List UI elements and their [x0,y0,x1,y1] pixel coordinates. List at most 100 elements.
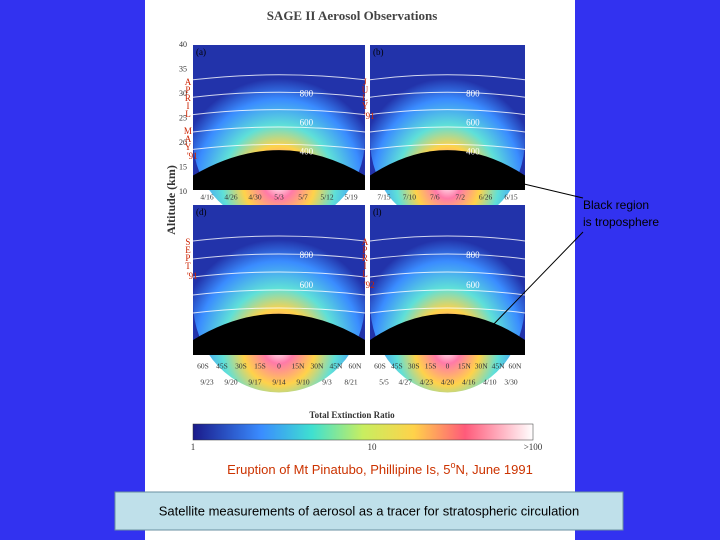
date-label: 9/23 [200,378,214,387]
handwritten-note: '91 [364,111,375,121]
colorbar-title: Total Extinction Ratio [309,410,395,420]
contour-line [192,271,366,278]
date-label: 4/10 [483,378,497,387]
latitude-label: 60N [509,362,523,371]
pointer-line [523,183,584,199]
footer: Satellite measurements of aerosol as a t… [159,503,580,518]
handwritten-note: MAY [183,126,193,150]
colorbar-tick: >100 [524,442,543,452]
latitude-label: 60S [197,362,209,371]
troposphere [193,150,365,190]
latitude-label: 15S [425,362,437,371]
contour-line [192,235,366,242]
contour-line [192,307,366,314]
date-label: 5/5 [379,378,389,387]
date-label: 9/14 [272,378,286,387]
date-label: 8/21 [344,378,358,387]
contour-line [369,143,526,150]
date-label: 3/30 [504,378,518,387]
y-tick-label: 35 [179,64,187,73]
date-label: 5/7 [298,193,308,202]
contour-line [369,253,526,260]
date-label: 4/20 [441,378,455,387]
handwritten-note: '92 [364,280,375,290]
date-label: 9/3 [322,378,332,387]
colorbar-tick: 10 [368,442,378,452]
date-label: 4/16 [200,193,214,202]
date-label: 7/10 [403,193,417,202]
contour-line [369,91,526,98]
contour-label: 600 [300,280,314,290]
contour-line [192,126,366,133]
caption-text: N, June 1991 [455,462,532,477]
date-label: 6/26 [479,193,493,202]
panel-label: (d) [196,207,207,217]
y-tick-label: 15 [179,162,187,171]
y-tick-label: 20 [179,138,187,147]
latitude-label: 30S [235,362,247,371]
contour-line [192,143,366,150]
handwritten-note: JULY [360,77,370,109]
latitude-label: 60S [374,362,386,371]
date-label: 9/10 [296,378,310,387]
annotation: is troposphere [583,215,659,229]
date-label: 7/15 [377,193,391,202]
contour-line [192,289,366,296]
annotation: Black region [583,198,649,212]
latitude-label: 15N [292,362,306,371]
latitude-label: 30S [408,362,420,371]
date-label: 6/15 [504,193,518,202]
date-label: 7/2 [455,193,465,202]
contour-line [192,253,366,260]
date-label: 5/12 [320,193,334,202]
caption-text: Eruption of Mt Pinatubo, Phillipine Is, … [227,462,450,477]
panel-label: (a) [196,47,206,57]
panels: 40353025201510(a)800600400APRILMAY'914/1… [179,40,526,393]
latitude-label: 15N [458,362,472,371]
caption-degree: o [450,460,455,470]
date-label: 4/26 [224,193,238,202]
caption: Eruption of Mt Pinatubo, Phillipine Is, … [227,460,533,477]
y-tick-label: 40 [179,40,187,49]
colorbar [192,423,534,441]
contour-line [369,289,526,296]
latitude-label: 60N [349,362,363,371]
latitude-label: 30N [475,362,489,371]
latitude-label: 45N [492,362,506,371]
footer-box [114,491,624,531]
troposphere [370,313,525,355]
latitude-label: 30N [311,362,325,371]
date-label: 4/16 [462,378,476,387]
contour-label: 400 [300,146,314,156]
figure-title: SAGE II Aerosol Observations [267,8,438,23]
contour-label: 600 [300,117,314,127]
contour-label: 800 [300,250,314,260]
y-tick-label: 25 [179,113,187,122]
latitude-label: 45S [391,362,403,371]
aerosol-plume [370,52,525,227]
handwritten-note: APRIL [360,237,370,277]
handwritten-note: SEPT [183,237,193,269]
contour-label: 800 [466,88,480,98]
y-tick-label: 30 [179,89,187,98]
contour-line [369,74,526,81]
date-label: 4/30 [248,193,262,202]
handwritten-note: APRIL [183,77,193,117]
contour-line [369,109,526,116]
contour-line [369,235,526,242]
date-label: 9/17 [248,378,262,387]
troposphere [370,150,525,190]
panel-label: (b) [373,47,384,57]
date-label: 4/27 [398,378,412,387]
contour-line [369,271,526,278]
contour-label: 800 [300,88,314,98]
handwritten-note: '91 [187,151,198,161]
date-label: 9/20 [224,378,238,387]
handwritten-note: '91 [187,271,198,281]
date-label: 7/6 [430,193,440,202]
colorbar-tick: 1 [191,442,196,452]
contour-line [192,91,366,98]
latitude-label: 45S [216,362,228,371]
contour-label: 800 [466,250,480,260]
